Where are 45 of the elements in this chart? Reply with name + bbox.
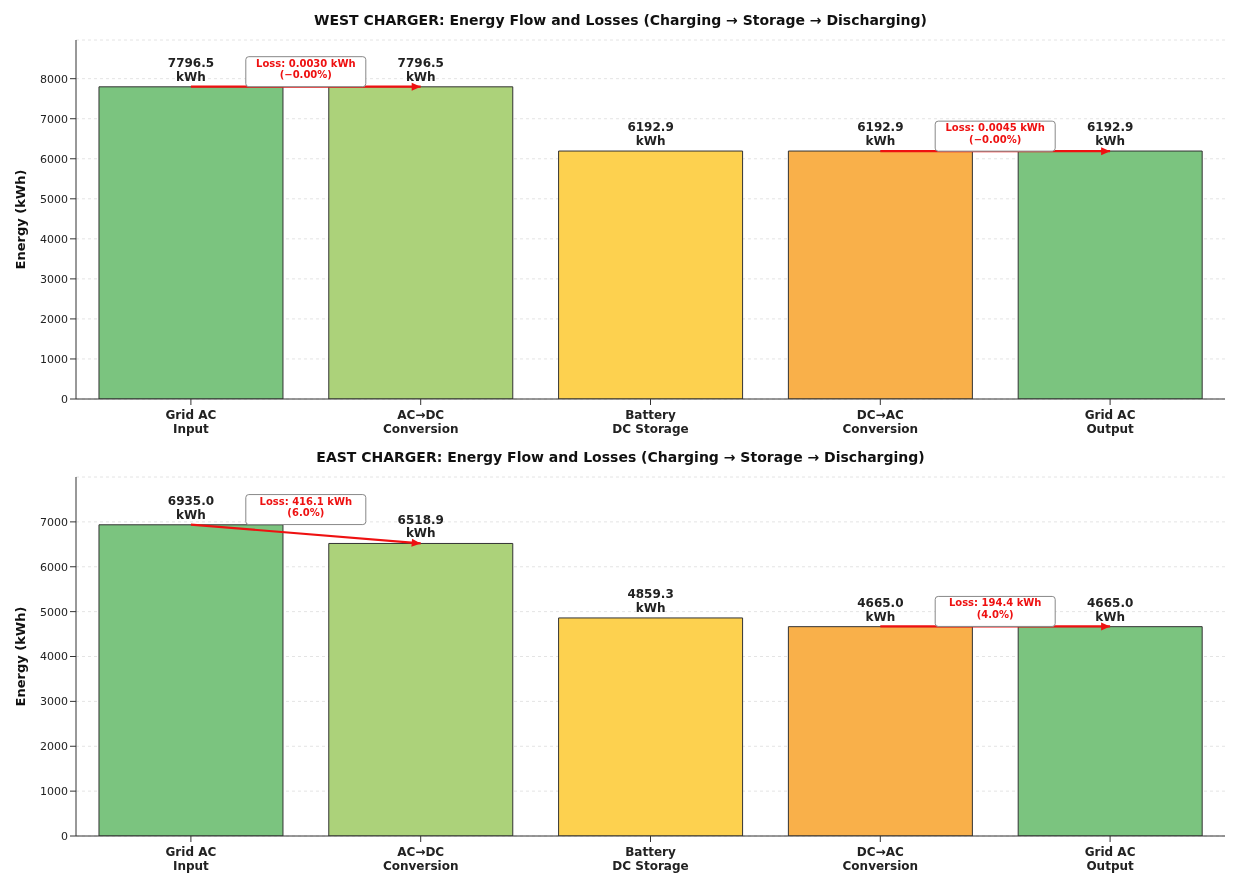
y-axis-title: Energy (kWh) bbox=[12, 606, 28, 707]
data-label: 6935.0 kWh bbox=[167, 493, 215, 522]
y-tick-label: 1000 bbox=[40, 352, 68, 366]
data-label: 6192.9 kWh bbox=[1087, 120, 1134, 149]
y-axis-title: Energy (kWh) bbox=[12, 169, 28, 270]
x-tick-label: DC→AC Conversion bbox=[842, 845, 919, 873]
x-tick-label: Grid AC Output bbox=[1084, 845, 1136, 873]
annotation: Loss: 416.1 kWh (6.0%) bbox=[259, 495, 353, 519]
data-label: 7796.5 kWh bbox=[167, 56, 215, 84]
y-tick-label: 5000 bbox=[40, 605, 68, 619]
annotation: Loss: 194.4 kWh (4.0%) bbox=[948, 597, 1042, 620]
y-tick-label: 8000 bbox=[40, 72, 68, 86]
y-tick-label: 5000 bbox=[40, 192, 68, 206]
x-tick-label: AC→DC Conversion bbox=[382, 845, 459, 873]
x-tick-label: DC→AC Conversion bbox=[842, 408, 919, 436]
y-tick-label: 4000 bbox=[40, 232, 68, 246]
data-label: 6518.9 kWh bbox=[397, 512, 444, 541]
y-tick-label: 2000 bbox=[40, 312, 68, 326]
y-tick-label: 6000 bbox=[40, 152, 68, 166]
data-label: 7796.5 kWh bbox=[397, 56, 444, 84]
x-tick-label: Battery DC Storage bbox=[612, 408, 689, 436]
y-tick-label: 0 bbox=[61, 829, 68, 843]
y-tick-label: 0 bbox=[61, 392, 68, 406]
data-label: 6192.9 kWh bbox=[627, 120, 674, 149]
y-tick-label: 6000 bbox=[40, 560, 68, 574]
x-tick-label: Grid AC Input bbox=[165, 408, 217, 436]
chart-title: WEST CHARGER: Energy Flow and Losses (Charging → Storage → Discharging) bbox=[313, 11, 928, 30]
y-tick-label: 1000 bbox=[40, 785, 68, 799]
y-tick-label: 3000 bbox=[40, 695, 68, 709]
data-label: 4665.0 kWh bbox=[857, 595, 904, 624]
y-tick-label: 4000 bbox=[40, 650, 68, 664]
data-label: 4859.3 kWh bbox=[627, 587, 674, 615]
x-tick-label: Grid AC Input bbox=[165, 845, 217, 873]
x-tick-label: Grid AC Output bbox=[1084, 408, 1136, 436]
data-label: 6192.9 kWh bbox=[857, 120, 904, 149]
x-tick-label: AC→DC Conversion bbox=[382, 408, 459, 436]
y-tick-label: 7000 bbox=[40, 112, 68, 126]
annotation: Loss: 0.0045 kWh (−0.00%) bbox=[945, 122, 1045, 145]
x-tick-label: Battery DC Storage bbox=[612, 845, 689, 873]
chart-title: EAST CHARGER: Energy Flow and Losses (Charging → Storage → Discharging) bbox=[315, 448, 926, 467]
y-tick-label: 3000 bbox=[40, 272, 68, 286]
data-label: 4665.0 kWh bbox=[1087, 595, 1134, 624]
y-tick-label: 2000 bbox=[40, 740, 68, 754]
annotation: Loss: 0.0030 kWh (−0.00%) bbox=[256, 57, 356, 81]
y-tick-label: 7000 bbox=[40, 515, 68, 529]
